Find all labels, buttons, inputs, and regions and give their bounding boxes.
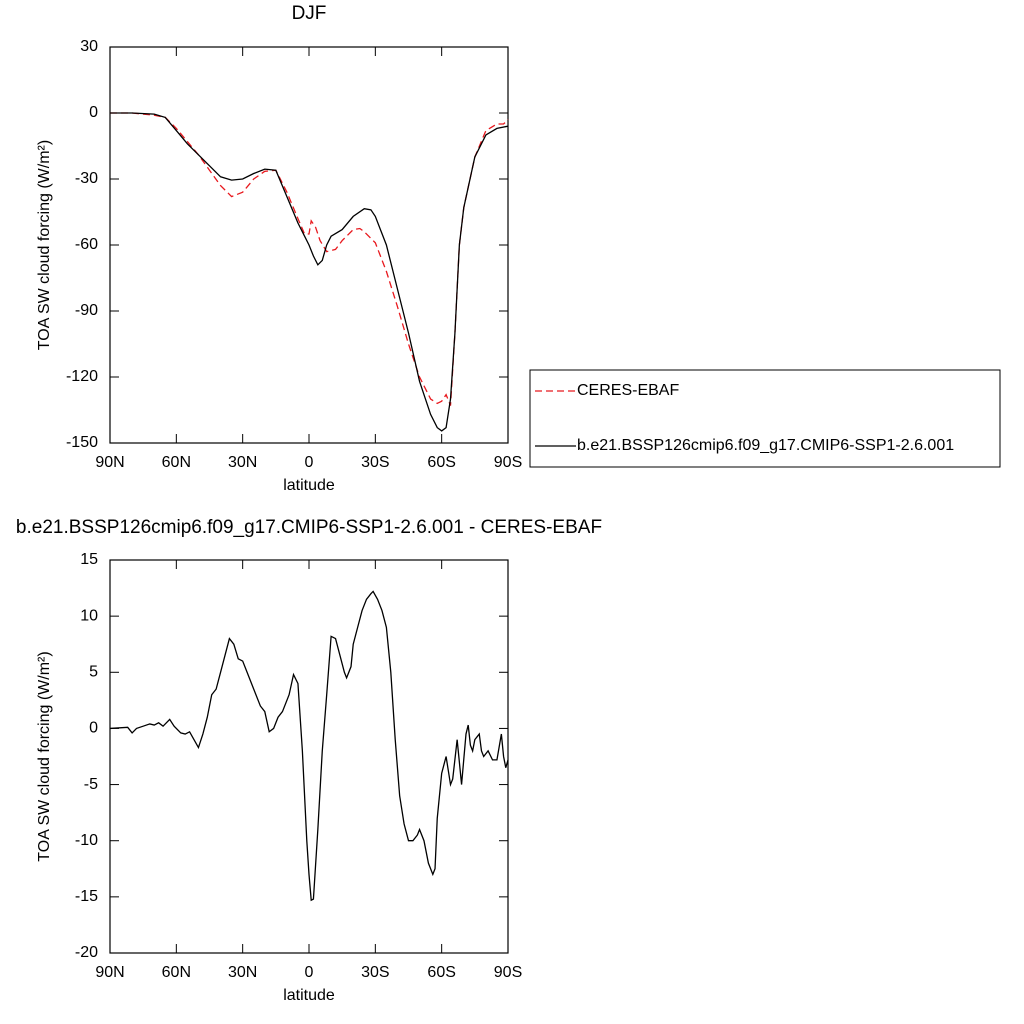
x-tick-label: 30N [228,964,257,981]
x-tick-label: 60N [162,964,191,981]
y-axis-label: TOA SW cloud forcing (W/m²) [36,140,53,350]
y-tick-label: -15 [75,888,98,905]
x-tick-label: 90S [494,964,522,981]
x-tick-label: 30S [361,964,389,981]
y-axis-label: TOA SW cloud forcing (W/m²) [36,651,53,861]
x-tick-label: 60S [427,964,455,981]
y-tick-label: 10 [80,607,98,624]
y-tick-label: -120 [66,368,98,385]
x-tick-label: 0 [305,964,314,981]
y-tick-label: -10 [75,832,98,849]
x-axis-label: latitude [283,987,335,1004]
y-tick-label: -20 [75,944,98,961]
data-line [110,112,509,406]
x-tick-label: 30N [228,454,257,471]
y-tick-label: -5 [84,776,98,793]
y-tick-label: -30 [75,170,98,187]
x-tick-label: 0 [305,454,314,471]
chart-title: DJF [292,3,327,24]
legend-label: CERES-EBAF [577,382,679,399]
y-tick-label: 0 [89,104,98,121]
y-tick-label: 5 [89,664,98,681]
legend-label: b.e21.BSSP126cmip6.f09_g17.CMIP6-SSP1-2.… [577,437,954,454]
x-tick-label: 60S [427,454,455,471]
x-tick-label: 30S [361,454,389,471]
x-tick-label: 60N [162,454,191,471]
legend-box [529,369,1001,468]
x-axis-label: latitude [283,477,335,494]
y-tick-label: -90 [75,302,98,319]
x-tick-label: 90S [494,454,522,471]
y-tick-label: 0 [89,720,98,737]
y-tick-label: -60 [75,236,98,253]
x-tick-label: 90N [95,964,124,981]
plot-frame [109,559,509,954]
data-line [110,112,509,432]
chart-title: b.e21.BSSP126cmip6.f09_g17.CMIP6-SSP1-2.… [16,517,602,538]
x-tick-label: 90N [95,454,124,471]
data-line [109,590,509,902]
y-tick-label: 15 [80,551,98,568]
y-tick-label: -150 [66,434,98,451]
y-tick-label: 30 [80,38,98,55]
